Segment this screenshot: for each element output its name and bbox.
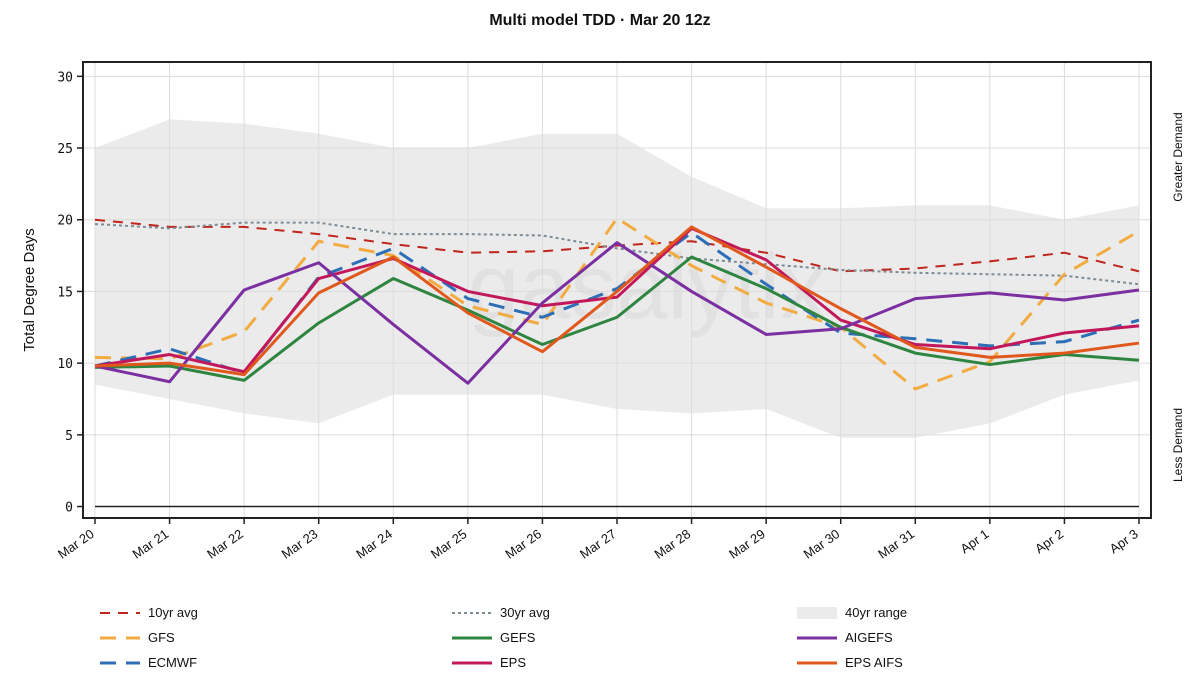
legend-label: 10yr avg <box>148 605 198 620</box>
y-tick-label: 5 <box>65 429 73 444</box>
x-tick-label: Mar 30 <box>801 526 843 561</box>
greater-demand-label: Greater Demand <box>1171 112 1185 201</box>
x-tick-label: Mar 25 <box>428 526 470 561</box>
y-axis-title: Total Degree Days <box>21 228 38 351</box>
x-tick-label: Apr 1 <box>958 526 992 556</box>
legend-label: ECMWF <box>148 655 198 670</box>
legend-item-ecmwf: ECMWF <box>100 654 300 672</box>
legend-swatch <box>452 636 492 640</box>
x-tick-label: Mar 31 <box>875 526 917 561</box>
x-tick-label: Mar 28 <box>652 526 694 561</box>
x-tick-label: Mar 23 <box>279 526 321 561</box>
x-tick-label: Mar 24 <box>353 526 395 561</box>
legend-swatch <box>100 612 140 614</box>
x-tick-label: Mar 22 <box>204 526 246 561</box>
x-tick-label: Apr 2 <box>1032 526 1066 556</box>
series-line-eps <box>94 226 1140 374</box>
x-tick-label: Apr 3 <box>1107 526 1141 556</box>
legend-swatch <box>100 661 140 665</box>
legend-swatch <box>452 661 492 665</box>
series-line-eps-aifs <box>94 225 1140 377</box>
y-tick-label: 0 <box>65 501 73 516</box>
legend-label: AIGEFS <box>845 630 893 645</box>
legend-swatch <box>100 636 140 640</box>
legend-label: GEFS <box>500 630 536 645</box>
series-line-30yr-avg <box>94 221 1140 286</box>
x-tick-label: Mar 29 <box>726 526 768 561</box>
legend-label: EPS AIFS <box>845 655 903 670</box>
legend-item-40yr-range: 40yr range <box>797 604 997 622</box>
legend-item-gfs: GFS <box>100 629 300 647</box>
y-tick-label: 20 <box>57 214 73 229</box>
series-line-aigefs <box>94 241 1140 385</box>
series-line-10yr-avg <box>94 218 1140 273</box>
legend-swatch <box>452 612 492 614</box>
legend-swatch <box>797 636 837 640</box>
y-tick-label: 30 <box>57 70 73 85</box>
series-line-gefs <box>94 255 1140 382</box>
legend-label: EPS <box>500 655 527 670</box>
legend-swatch <box>797 661 837 665</box>
legend-item-gefs: GEFS <box>452 629 652 647</box>
x-tick-label: Mar 26 <box>502 526 544 561</box>
legend-item-eps: EPS <box>452 654 652 672</box>
x-tick-label: Mar 21 <box>130 526 172 561</box>
y-tick-label: 25 <box>57 142 73 157</box>
chart-title: Multi model TDD · Mar 20 12z <box>489 12 711 29</box>
less-demand-label: Less Demand <box>1171 408 1185 482</box>
y-tick-label: 15 <box>57 285 73 300</box>
legend-item-aigefs: AIGEFS <box>797 629 997 647</box>
legend-swatch <box>797 607 837 619</box>
legend-label: GFS <box>148 630 175 645</box>
legend-label: 30yr avg <box>500 605 550 620</box>
legend-item-10yr-avg: 10yr avg <box>100 604 300 622</box>
legend-item-eps-aifs: EPS AIFS <box>797 654 997 672</box>
series-line-gfs <box>94 216 1140 391</box>
legend-label: 40yr range <box>845 605 908 620</box>
y-tick-label: 10 <box>57 357 73 372</box>
legend-swatch-fill <box>797 607 837 619</box>
x-tick-label: Mar 27 <box>577 526 619 561</box>
x-tick-label: Mar 20 <box>55 526 97 561</box>
legend-item-30yr-avg: 30yr avg <box>452 604 652 622</box>
